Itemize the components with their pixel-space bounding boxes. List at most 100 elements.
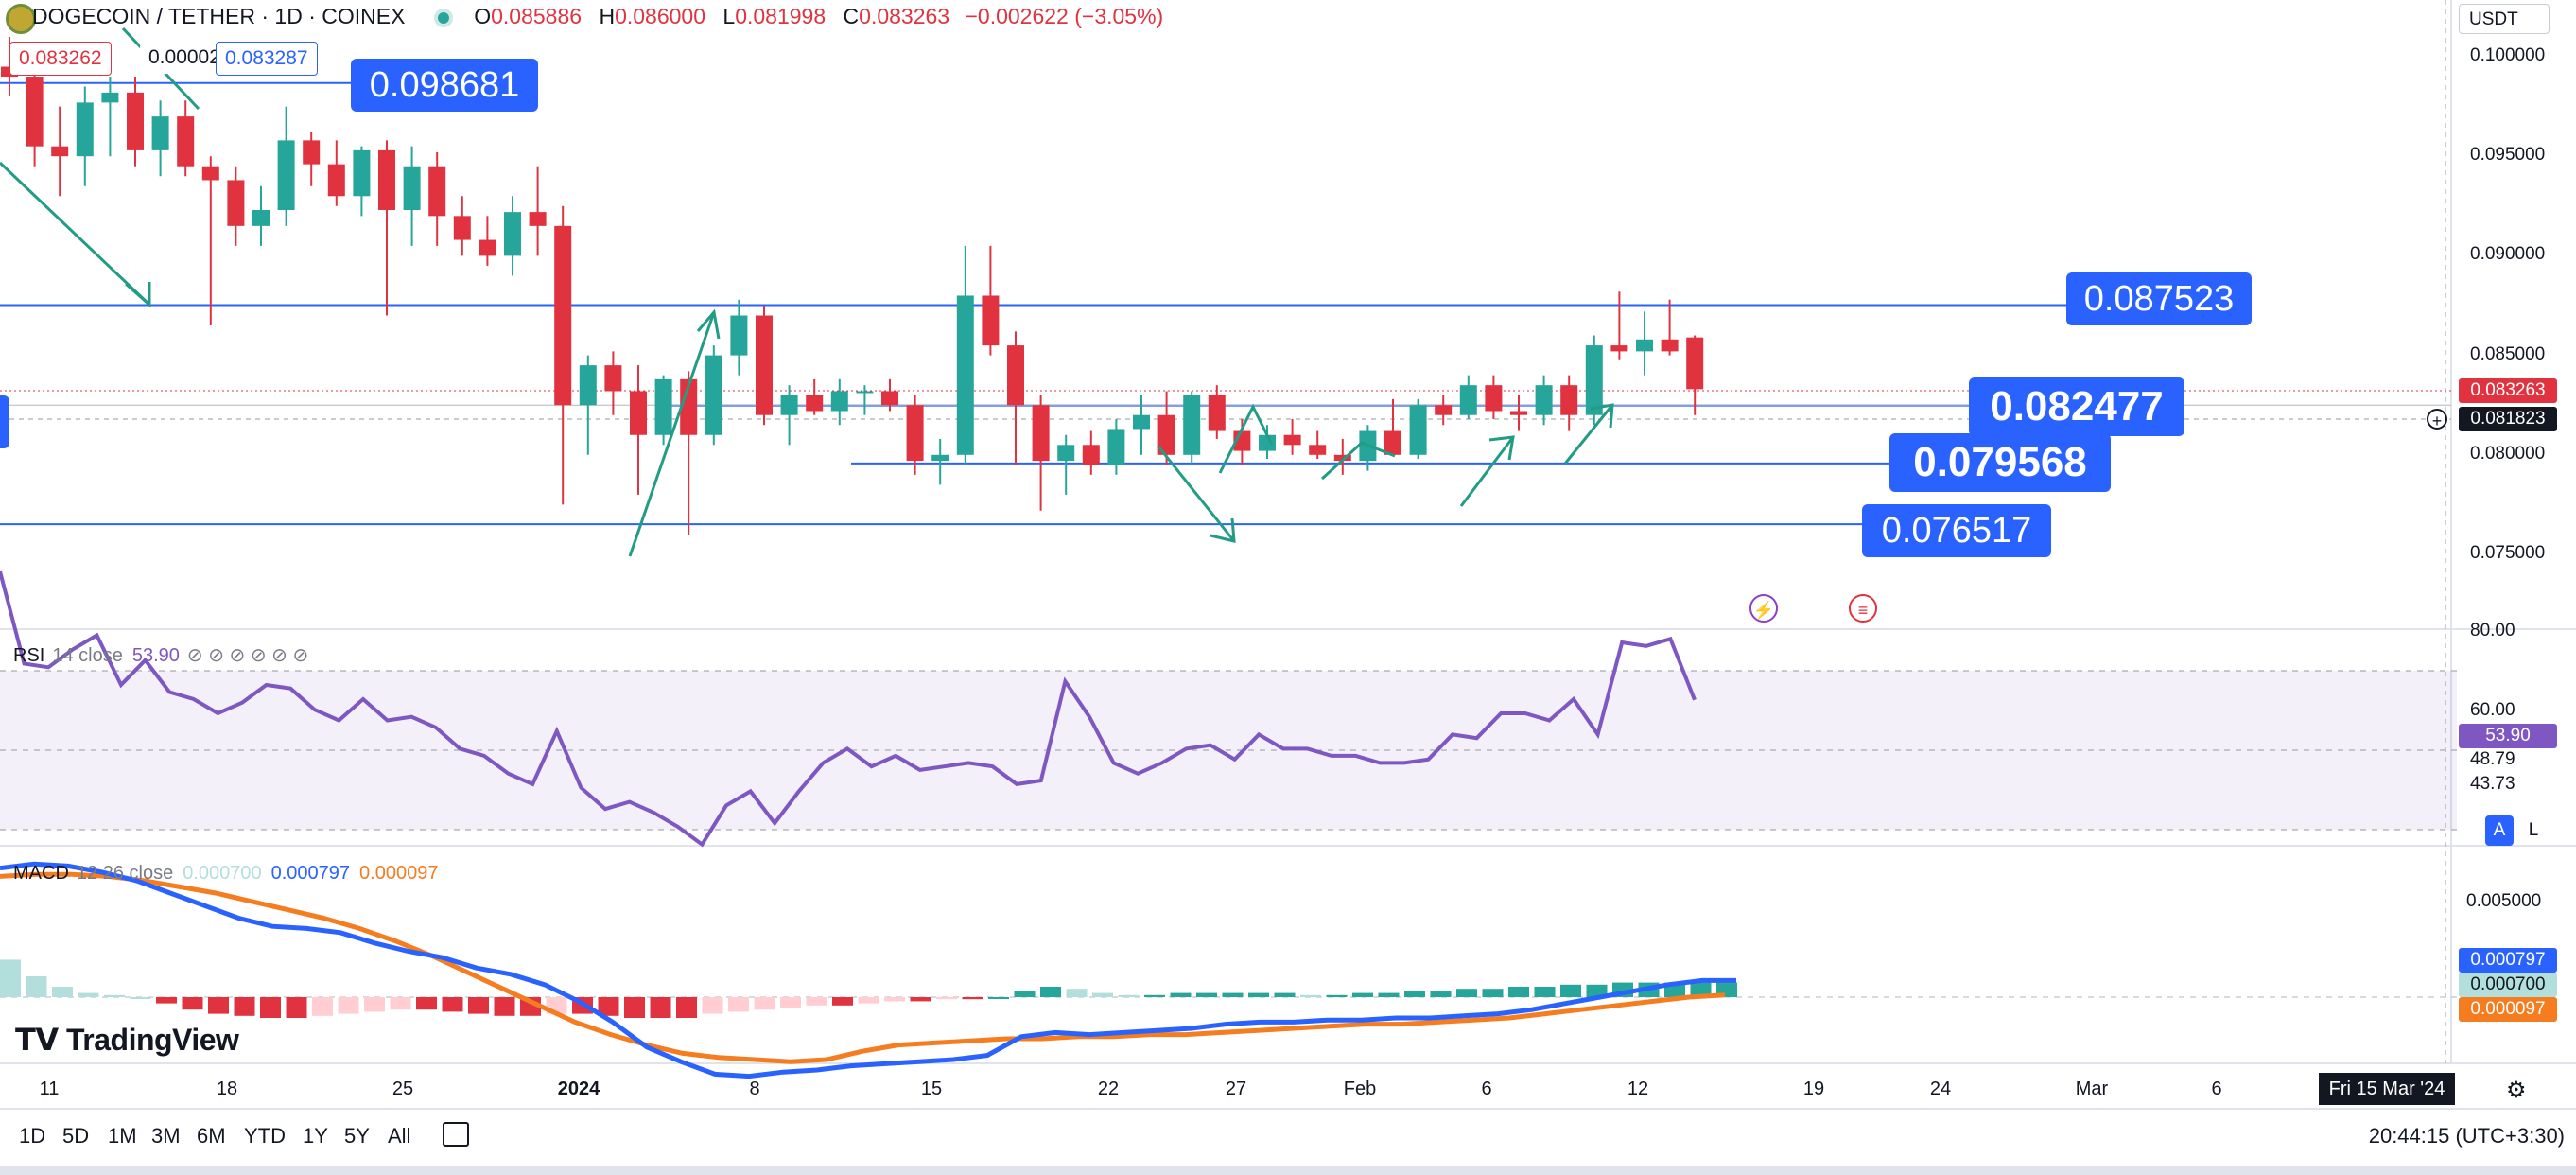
candle-body[interactable] [1409,405,1427,455]
buy-button[interactable]: 0.083287 [216,42,318,76]
candle-body[interactable] [1107,429,1125,465]
candle-body[interactable] [201,166,219,181]
macd-signal-line[interactable] [0,871,1726,1064]
candle-body[interactable] [856,391,874,394]
candle-body[interactable] [327,164,345,197]
timeframe-button[interactable]: 1D [19,1124,46,1148]
candle-body[interactable] [881,391,898,406]
candle-body[interactable] [252,210,270,226]
timeframe-button[interactable]: 3M [151,1124,181,1148]
candle-body[interactable] [654,378,672,435]
candle-body[interactable] [730,315,748,356]
candle-body[interactable] [604,365,622,392]
candle-body[interactable] [1384,430,1401,455]
trend-arrow-up-5[interactable] [1563,404,1614,465]
timeframe-button[interactable]: All [388,1124,411,1148]
level-flag[interactable]: 0.082477 [1969,377,2184,436]
candle-body[interactable] [1636,339,1653,352]
candle-body[interactable] [1610,345,1628,352]
candle-body[interactable] [806,395,824,412]
timeframe-button[interactable]: 1M [108,1124,137,1148]
candle-body[interactable] [26,77,44,147]
rsi-visibility-icons[interactable]: ⊘ ⊘ ⊘ ⊘ ⊘ ⊘ [186,645,309,666]
clock[interactable]: 20:44:15 (UTC+3:30) [2368,1124,2565,1148]
level-flag[interactable]: 0.087523 [2066,272,2252,325]
add-alert-icon[interactable]: + [2427,409,2447,430]
market-status-icon[interactable] [433,8,453,27]
candle-body[interactable] [76,102,94,157]
auto-scale-button[interactable]: A [2485,815,2514,846]
symbol-title[interactable]: DOGECOIN / TETHER · 1D · COINEX [32,4,406,28]
level-flag[interactable]: 0.079568 [1889,433,2111,492]
candle-body[interactable] [453,216,471,240]
candle-body[interactable] [931,454,949,462]
level-flag[interactable]: 0.076517 [1862,504,2051,557]
candle-body[interactable] [1032,405,1050,462]
candle-body[interactable] [1259,434,1276,451]
candle-body[interactable] [1183,395,1201,455]
candle-body[interactable] [1535,385,1553,415]
tradingview-logo[interactable]: 𝗧𝗩 TradingView [15,1022,239,1058]
candle-body[interactable] [1661,339,1679,352]
timeframe-button[interactable]: 5D [62,1124,90,1148]
settings-gear-icon[interactable]: ⚙ [2506,1078,2527,1103]
rsi-legend[interactable]: RSI 14 close 53.90 ⊘ ⊘ ⊘ ⊘ ⊘ ⊘ [13,643,308,667]
candle-body[interactable] [705,355,722,435]
macd-line[interactable] [0,861,1736,1079]
candle-body[interactable] [579,365,597,406]
candle-body[interactable] [151,116,169,150]
timeframe-button[interactable]: 6M [197,1124,226,1148]
trend-arrow-up-4[interactable] [1459,436,1515,507]
timeframe-button[interactable]: 5Y [344,1124,370,1148]
candle-body[interactable] [1686,337,1704,390]
candle-body[interactable] [680,378,698,435]
candle-body[interactable] [504,212,521,256]
candle-body[interactable] [1082,445,1100,465]
candle-body[interactable] [1208,395,1226,431]
candle-body[interactable] [1007,345,1024,406]
candle-body[interactable] [1510,411,1527,415]
timeframe-button[interactable]: YTD [244,1124,286,1148]
log-scale-button[interactable]: L [2528,820,2539,840]
candle-body[interactable] [982,295,1000,346]
candle-body[interactable] [906,405,924,462]
candle-body[interactable] [227,180,245,226]
candle-body[interactable] [1333,454,1351,462]
candle-body[interactable] [101,92,119,103]
candle-body[interactable] [529,212,547,226]
candle-body[interactable] [956,295,974,455]
trend-arrow-up-1[interactable] [628,311,716,557]
date-range-icon[interactable] [443,1122,469,1147]
candle-body[interactable] [1157,414,1175,455]
candle-body[interactable] [1283,434,1301,446]
trend-arrow-up-3[interactable] [1320,441,1396,481]
candle-body[interactable] [353,149,371,197]
level-flag-offscreen[interactable] [0,395,9,448]
candle-body[interactable] [428,166,446,217]
trend-arrow-up-2[interactable] [1218,403,1274,474]
currency-selector[interactable]: USDT [2459,4,2550,34]
candle-body[interactable] [1057,445,1075,462]
candle-body[interactable] [1485,385,1503,412]
level-flag[interactable]: 0.098681 [351,59,538,112]
dividend-event-icon[interactable]: ⚡ [1749,594,1778,623]
candle-body[interactable] [277,140,295,211]
scrollbar[interactable] [0,1166,2576,1175]
candle-body[interactable] [1133,414,1150,430]
trend-arrows[interactable] [0,26,1614,557]
candle-body[interactable] [554,225,572,406]
sell-button[interactable]: 0.083262 [9,42,112,76]
candle-body[interactable] [479,239,496,256]
rsi-line[interactable] [0,570,1697,848]
trend-arrow-down-1[interactable] [0,161,151,307]
candle-body[interactable] [1459,385,1477,415]
candle-body[interactable] [1309,445,1327,455]
candle-body[interactable] [1585,345,1603,415]
candle-body[interactable] [756,315,773,415]
candle-body[interactable] [177,116,195,167]
timeframe-button[interactable]: 1Y [303,1124,328,1148]
economic-event-flag-icon[interactable]: ≡ [1849,594,1877,623]
candle-body[interactable] [1435,405,1453,415]
candle-body[interactable] [630,391,647,435]
